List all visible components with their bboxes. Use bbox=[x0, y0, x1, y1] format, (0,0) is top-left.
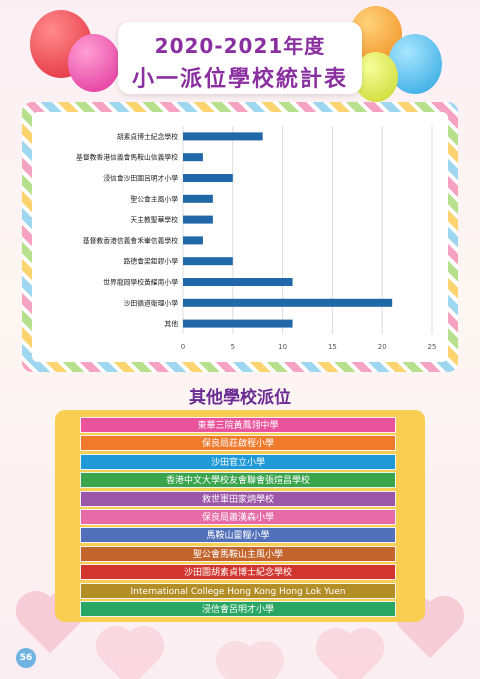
school-list-item: 聖公會馬鞍山主風小學 bbox=[80, 545, 396, 562]
category-label: 聖公會主風小學 bbox=[130, 194, 178, 203]
heart-decoration bbox=[101, 631, 159, 679]
school-list-item: 沙田圍胡素貞博士紀念學校 bbox=[80, 564, 396, 581]
school-list-item: 保良局蕭漢森小學 bbox=[80, 509, 396, 525]
bar bbox=[183, 215, 213, 224]
x-tick-label: 15 bbox=[328, 343, 337, 351]
bar bbox=[183, 174, 233, 182]
school-list-item: 馬鞍山靈糧小學 bbox=[80, 527, 396, 544]
page-title: 小一派位學校統計表 bbox=[131, 67, 348, 92]
bar bbox=[183, 132, 263, 141]
x-tick-label: 20 bbox=[378, 343, 387, 351]
bar bbox=[183, 153, 203, 162]
school-list-item: 浸信會呂明才小學 bbox=[80, 601, 396, 617]
category-label: 基督教香港信義會馬鞍山信義學校 bbox=[76, 153, 178, 162]
bar bbox=[183, 236, 203, 245]
category-label: 世界龍岡學校黃耀南小學 bbox=[103, 278, 178, 287]
bar bbox=[183, 194, 213, 203]
category-label: 基督教香港信義會禾輋信義學校 bbox=[83, 236, 178, 245]
heart-decoration bbox=[321, 633, 379, 679]
category-label: 胡素貞博士紀念學校 bbox=[117, 132, 178, 141]
bar bbox=[183, 278, 293, 286]
balloon-pink bbox=[68, 34, 120, 92]
category-label: 浸信會沙田圍呂明才小學 bbox=[103, 174, 178, 183]
other-schools-title: 其他學校派位 bbox=[189, 388, 291, 408]
school-list-item: 救世軍田家炳學校 bbox=[80, 490, 396, 507]
school-list-item: 香港中文大學校友會聯會張煊昌學校 bbox=[80, 472, 396, 489]
category-label: 其他 bbox=[164, 319, 178, 328]
chart-frame: 0 5 10 15 20 25 胡素貞博士紀念學校基督教香港信義會馬鞍山信義學校浸信會沙田圍… bbox=[22, 102, 458, 372]
category-label: 沙田循道衛理小學 bbox=[124, 298, 179, 307]
heart-decoration bbox=[221, 646, 279, 679]
category-label: 天主教聖華學校 bbox=[130, 215, 178, 224]
school-list-item: International College Hong Kong Hong Lok… bbox=[80, 582, 396, 599]
bar-chart: 0 5 10 15 20 25 胡素貞博士紀念學校基督教香港信義會馬鞍山信義學校浸信會沙田圍… bbox=[76, 126, 437, 351]
x-tick-label: 0 bbox=[181, 343, 185, 351]
other-schools-panel: 東華三院黃鳳翎中學 保良局莊啟程小學 沙田官立小學 香港中文大學校友會聯會張煊昌學校救… bbox=[55, 410, 425, 622]
school-list-item: 沙田官立小學 bbox=[80, 453, 396, 470]
title-banner: 2020-2021年度 小一派位學校統計表 bbox=[118, 22, 362, 94]
school-list-item: 東華三院黃鳳翎中學 bbox=[80, 417, 396, 433]
chart-panel: 0 5 10 15 20 25 胡素貞博士紀念學校基督教香港信義會馬鞍山信義學校浸信會沙田圍… bbox=[32, 112, 448, 362]
x-tick-label: 10 bbox=[278, 343, 287, 351]
category-label: 路德會梁鉅鏐小學 bbox=[124, 257, 179, 266]
x-tick-label: 5 bbox=[231, 343, 235, 351]
school-list-item: 保良局莊啟程小學 bbox=[80, 435, 396, 452]
bar bbox=[183, 257, 233, 266]
title-year: 2020-2021年度 bbox=[154, 34, 326, 58]
x-tick-label: 25 bbox=[428, 343, 437, 351]
bar bbox=[183, 319, 293, 328]
bar bbox=[183, 298, 393, 307]
page-number: 56 bbox=[16, 648, 36, 668]
